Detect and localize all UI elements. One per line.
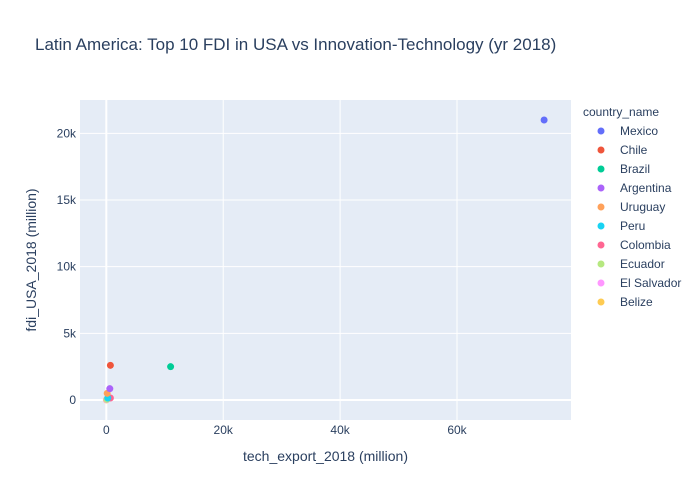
legend-marker [597,298,605,306]
data-point-argentina [106,385,114,393]
legend-item-mexico[interactable]: Mexico [597,124,659,138]
legend-marker [597,165,605,173]
y-axis-label: fdi_USA_2018 (million) [23,188,39,331]
legend-label: Chile [620,143,648,157]
legend-item-belize[interactable]: Belize [597,295,654,309]
legend-label: Uruguay [620,200,665,214]
data-points [102,116,548,404]
data-point-chile [106,361,114,369]
legend-marker [597,260,605,268]
legend-item-uruguay[interactable]: Uruguay [597,200,666,214]
x-axis-label: tech_export_2018 (million) [243,448,408,464]
legend-marker [597,184,605,192]
legend-marker [597,241,605,249]
tick-labels: 0 20k 40k 60k 0 5k 10k 15k 20k [57,126,468,437]
x-tick-label: 40k [330,423,350,437]
legend-label: Belize [620,295,653,309]
legend-marker [597,279,605,287]
chart-title: Latin America: Top 10 FDI in USA vs Inno… [35,35,556,54]
legend-label: Peru [620,219,645,233]
data-point-mexico [540,116,548,124]
legend-label: El Salvador [620,276,681,290]
legend-item-chile[interactable]: Chile [597,143,648,157]
legend-item-ecuador[interactable]: Ecuador [597,257,665,271]
y-tick-label: 5k [63,326,77,340]
y-tick-label: 15k [57,193,77,207]
legend-item-colombia[interactable]: Colombia [597,238,672,252]
legend-marker [597,146,605,154]
legend[interactable]: Mexico Chile Brazil Argentina Uruguay Peru Col… [597,124,682,309]
y-tick-label: 10k [57,260,77,274]
legend-label: Ecuador [620,257,665,271]
legend-marker [597,222,605,230]
x-tick-label: 0 [103,423,110,437]
legend-marker [597,203,605,211]
legend-label: Mexico [620,124,658,138]
grid-lines [80,100,571,420]
legend-item-peru[interactable]: Peru [597,219,646,233]
y-tick-label: 0 [69,393,76,407]
legend-item-brazil[interactable]: Brazil [597,162,651,176]
legend-label: Colombia [620,238,671,252]
x-tick-label: 20k [214,423,234,437]
data-point-brazil [167,363,175,371]
legend-item-el-salvador[interactable]: El Salvador [597,276,682,290]
legend-label: Brazil [620,162,650,176]
legend-marker [597,127,605,135]
legend-label: Argentina [620,181,672,195]
y-tick-label: 20k [57,126,77,140]
legend-item-argentina[interactable]: Argentina [597,181,672,195]
legend-title: country_name [583,105,659,119]
plot-area [80,100,571,420]
x-tick-label: 60k [447,423,467,437]
